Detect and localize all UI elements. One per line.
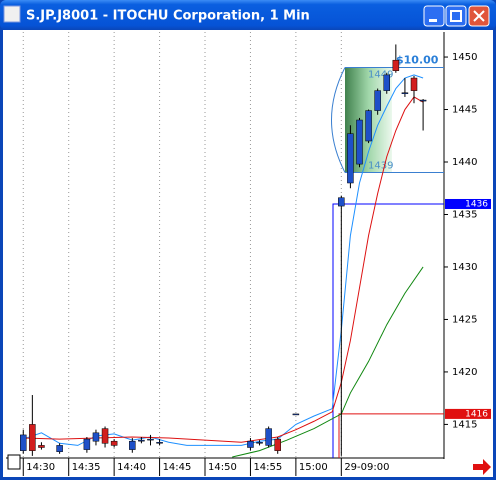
candle-body: [156, 442, 163, 444]
x-tick-label: 14:35: [72, 462, 101, 473]
candle-body: [83, 438, 91, 450]
candle-body: [338, 197, 345, 207]
price-tag-label: 1416: [465, 409, 488, 419]
scroll-arrow[interactable]: [473, 459, 491, 475]
x-tick-label: 14:45: [163, 462, 192, 473]
x-tick-label: 14:40: [117, 462, 146, 473]
candle-body: [38, 445, 45, 448]
candle-body: [256, 442, 263, 444]
minimize-glyph: [429, 19, 437, 22]
candle-body: [356, 119, 363, 165]
x-tick-label: 15:00: [299, 462, 328, 473]
y-tick-label: 1445: [452, 105, 477, 116]
candle-body: [92, 432, 100, 442]
close-glyph: [473, 10, 485, 22]
price-line: [338, 413, 444, 458]
ma-line: [23, 96, 424, 443]
maximize-glyph: [450, 10, 462, 22]
candle-body: [265, 428, 272, 446]
candle-body: [292, 413, 300, 416]
candle-body: [247, 440, 254, 448]
price-tag: [445, 198, 491, 209]
candle-body: [101, 428, 109, 444]
candle-body: [374, 90, 381, 111]
price-tag-label: 1436: [465, 199, 488, 209]
y-tick-label: 1425: [452, 314, 477, 325]
y-tick-label: 1440: [452, 157, 477, 168]
candle-body: [383, 74, 391, 91]
y-tick-label: 1450: [452, 52, 477, 63]
candle-body: [419, 99, 427, 102]
measure-bracket: [331, 67, 346, 173]
x-tick-label: 29-09:00: [344, 462, 389, 473]
plot: 14:30 14:35 14:40 14:45 14:50 14:55 15:00 29-09…: [20, 32, 491, 476]
candle-body: [29, 424, 36, 451]
maximize-button[interactable]: [445, 5, 467, 27]
window-title: S.JP.J8001 - ITOCHU Corporation, 1 Min: [26, 9, 310, 24]
window-icon: [3, 5, 21, 23]
title-bar: [0, 0, 496, 30]
candle-body: [138, 439, 145, 442]
candle-body: [56, 445, 63, 452]
measure-diff-label: $10.00: [396, 54, 439, 67]
candle-body: [147, 438, 154, 441]
ma-line: [232, 266, 424, 458]
y-tick-label: 1435: [452, 209, 477, 220]
candle-body: [410, 77, 418, 91]
price-line: [332, 203, 444, 458]
y-tick-label: 1430: [452, 262, 477, 273]
candle-body: [129, 440, 136, 450]
minimize-button[interactable]: [423, 5, 445, 27]
x-tick-label: 14:55: [253, 462, 282, 473]
measure-high-label: 1449: [368, 70, 393, 81]
price-tag: [445, 408, 491, 419]
x-tick-label: 14:30: [26, 462, 55, 473]
candle-body: [20, 434, 27, 451]
chart-background: [3, 30, 493, 477]
candle-body: [401, 92, 409, 94]
measure-low-label: 1439: [368, 161, 393, 172]
y-tick-label: 1415: [452, 419, 477, 430]
y-tick-label: 1420: [452, 367, 477, 378]
x-tick-label: 14:50: [208, 462, 237, 473]
candle-body: [274, 438, 281, 451]
candle-body: [365, 110, 372, 142]
candle-body: [392, 59, 400, 71]
candle-body: [110, 440, 118, 446]
candle-body: [347, 133, 354, 184]
window-controls: [423, 5, 490, 27]
scroll-box[interactable]: [7, 454, 21, 470]
